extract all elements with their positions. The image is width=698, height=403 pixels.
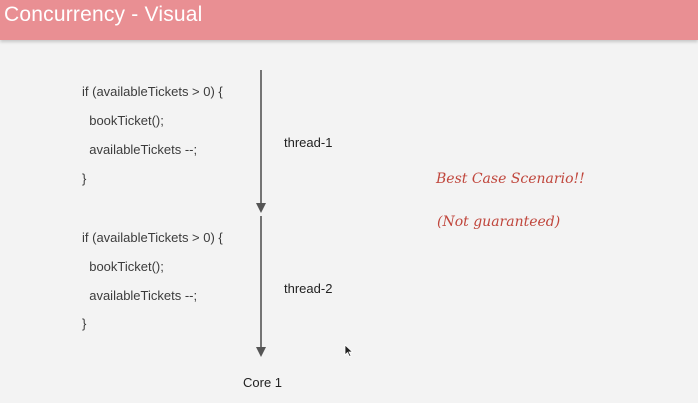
slide-title: Concurrency - Visual [4,3,203,26]
code-line: if (availableTickets > 0) { [82,230,223,245]
code-line: bookTicket(); [82,259,164,274]
thread-label: thread-1 [284,135,333,150]
mouse-cursor-icon [344,344,354,358]
note-not-guaranteed: (Not guaranteed) [437,214,561,230]
code-line: availableTickets --; [82,142,198,157]
thread-label: thread-2 [284,281,333,296]
arrow-down-icon [256,70,266,213]
slide-header: Concurrency - Visual [0,0,698,40]
code-line: } [82,316,87,331]
code-line: availableTickets --; [82,288,198,303]
arrow-down-icon [256,216,266,357]
code-line: if (availableTickets > 0) { [82,84,223,99]
core-label: Core 1 [243,375,283,390]
note-best-case: Best Case Scenario!! [436,171,585,187]
code-line: bookTicket(); [82,113,164,128]
code-line: } [82,171,87,186]
